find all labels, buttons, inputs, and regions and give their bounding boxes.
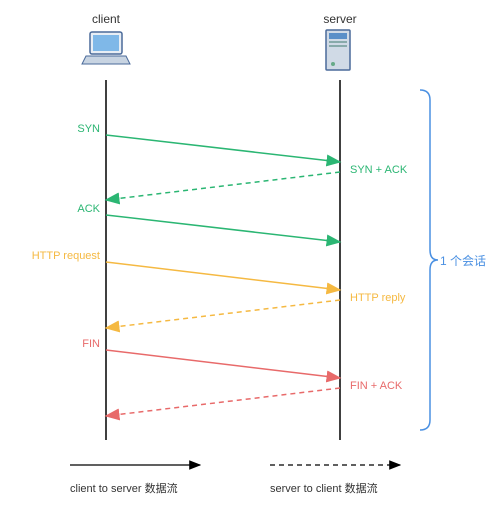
label-finack: FIN + ACK [350,380,402,392]
laptop-icon [82,32,130,64]
label-httpreply: HTTP reply [350,292,405,304]
arrow-synack [106,172,340,200]
server-header: server [320,12,360,26]
client-header: client [86,12,126,26]
server-icon [326,30,350,70]
label-ack: ACK [77,203,100,215]
legend-solid-label: client to server 数据流 [70,480,178,496]
arrow-httpreq [106,262,340,290]
arrow-ack [106,215,340,242]
arrow-fin [106,350,340,378]
label-syn: SYN [77,123,100,135]
legend-dashed-label: server to client 数据流 [270,480,378,496]
session-label: 1 个会话 [440,252,486,269]
arrow-finack [106,388,340,416]
arrow-syn [106,135,340,162]
session-bracket [420,90,438,430]
label-synack: SYN + ACK [350,164,407,176]
arrow-httpreply [106,300,340,328]
label-httpreq: HTTP request [32,250,100,262]
sequence-diagram: { "canvas": { "width": 501, "height": 51… [0,0,501,511]
label-fin: FIN [82,338,100,350]
